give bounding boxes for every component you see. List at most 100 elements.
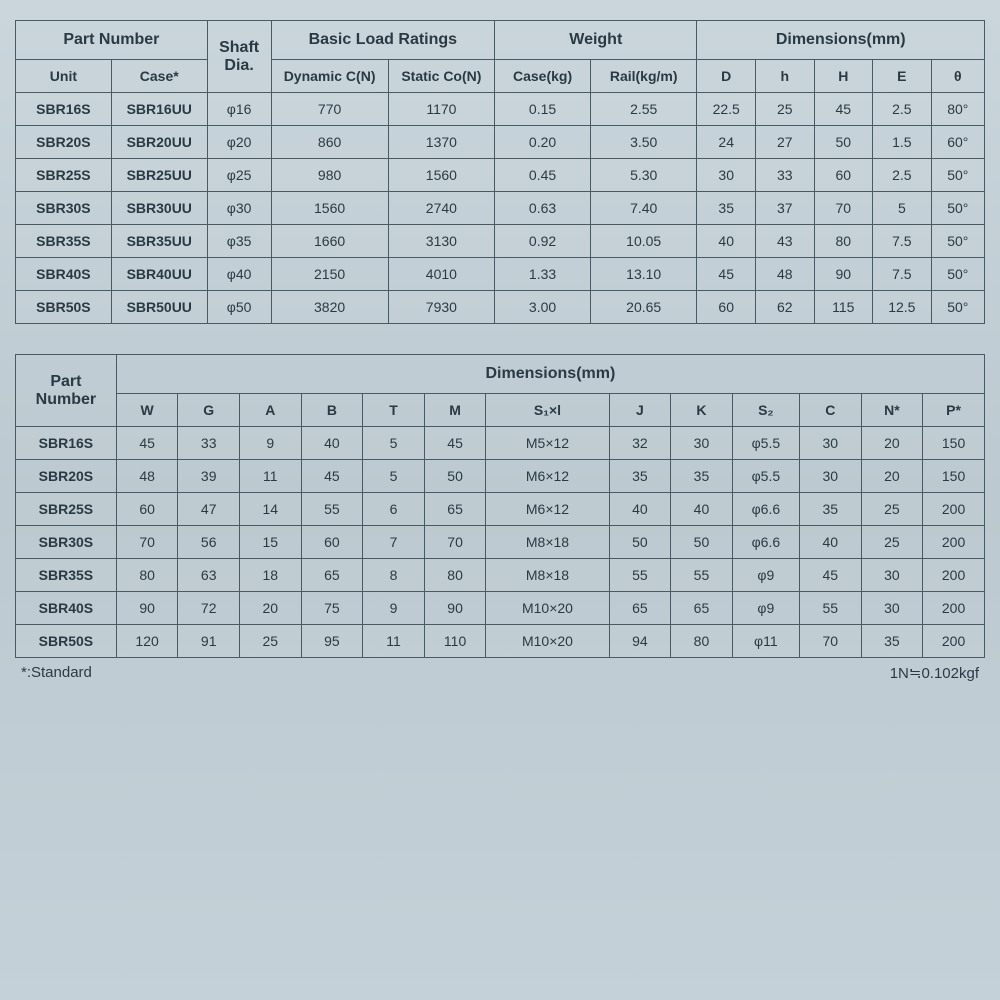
hdr-dimensions: Dimensions(mm) xyxy=(697,21,985,60)
cell: 0.15 xyxy=(495,93,591,126)
table-row: SBR25SSBR25UUφ2598015600.455.303033602.5… xyxy=(16,159,985,192)
cell: φ9 xyxy=(732,592,799,625)
hdr-part-number: Part Number xyxy=(16,21,208,60)
cell: 70 xyxy=(116,526,178,559)
cell: 35 xyxy=(671,460,733,493)
cell: 0.63 xyxy=(495,192,591,225)
col-T: T xyxy=(363,394,425,427)
footnote-right: 1N≒0.102kgf xyxy=(890,664,979,682)
cell: 7930 xyxy=(388,291,494,324)
col-h: h xyxy=(755,60,814,93)
table-row: SBR35SSBR35UUφ35166031300.9210.054043807… xyxy=(16,225,985,258)
cell: 20.65 xyxy=(590,291,696,324)
cell: SBR25UU xyxy=(111,159,207,192)
cell: 200 xyxy=(923,559,985,592)
cell: 15 xyxy=(240,526,302,559)
cell: 5.30 xyxy=(590,159,696,192)
col-G: G xyxy=(178,394,240,427)
cell: 6 xyxy=(363,493,425,526)
cell: 32 xyxy=(609,427,671,460)
cell: 80 xyxy=(671,625,733,658)
cell: 1560 xyxy=(271,192,388,225)
cell: 70 xyxy=(814,192,873,225)
cell: 0.45 xyxy=(495,159,591,192)
cell: 43 xyxy=(755,225,814,258)
cell: 50 xyxy=(609,526,671,559)
table-row: SBR16SSBR16UUφ1677011700.152.5522.525452… xyxy=(16,93,985,126)
cell: SBR16S xyxy=(16,93,112,126)
cell: 37 xyxy=(755,192,814,225)
col-N: N* xyxy=(861,394,923,427)
cell: 980 xyxy=(271,159,388,192)
table-row: SBR25S60471455665M6×124040φ6.63525200 xyxy=(16,493,985,526)
col-P: P* xyxy=(923,394,985,427)
cell: 65 xyxy=(301,559,363,592)
cell: 56 xyxy=(178,526,240,559)
cell: 50° xyxy=(931,225,984,258)
cell: 95 xyxy=(301,625,363,658)
cell: 2.5 xyxy=(873,93,932,126)
cell: 50 xyxy=(814,126,873,159)
table-row: SBR50S12091259511110M10×209480φ117035200 xyxy=(16,625,985,658)
cell: 25 xyxy=(861,526,923,559)
cell: 48 xyxy=(755,258,814,291)
table-row: SBR20S48391145550M6×123535φ5.53020150 xyxy=(16,460,985,493)
cell: 4010 xyxy=(388,258,494,291)
cell: 150 xyxy=(923,427,985,460)
cell: 1370 xyxy=(388,126,494,159)
cell: 65 xyxy=(424,493,486,526)
cell: 72 xyxy=(178,592,240,625)
cell: 1170 xyxy=(388,93,494,126)
cell: 45 xyxy=(301,460,363,493)
cell: 200 xyxy=(923,625,985,658)
cell: 12.5 xyxy=(873,291,932,324)
cell: 2.55 xyxy=(590,93,696,126)
cell: 47 xyxy=(178,493,240,526)
cell: 30 xyxy=(861,559,923,592)
cell: φ40 xyxy=(207,258,271,291)
cell: 39 xyxy=(178,460,240,493)
cell: 2740 xyxy=(388,192,494,225)
cell: φ9 xyxy=(732,559,799,592)
hdr-part-number-2: Part Number xyxy=(16,355,117,427)
cell: 2150 xyxy=(271,258,388,291)
cell: 30 xyxy=(799,460,861,493)
hdr-shaft-dia: Shaft Dia. xyxy=(207,21,271,93)
cell: 45 xyxy=(116,427,178,460)
col-J: J xyxy=(609,394,671,427)
cell: 50 xyxy=(424,460,486,493)
cell: 50° xyxy=(931,291,984,324)
cell: 20 xyxy=(861,427,923,460)
cell: M10×20 xyxy=(486,592,609,625)
cell: 770 xyxy=(271,93,388,126)
table-row: SBR30S70561560770M8×185050φ6.64025200 xyxy=(16,526,985,559)
cell: φ5.5 xyxy=(732,427,799,460)
cell: 11 xyxy=(363,625,425,658)
cell: 45 xyxy=(697,258,756,291)
cell: 5 xyxy=(363,460,425,493)
cell: 60 xyxy=(814,159,873,192)
cell: 1560 xyxy=(388,159,494,192)
col-rail-kgm: Rail(kg/m) xyxy=(590,60,696,93)
cell: SBR50UU xyxy=(111,291,207,324)
cell: 63 xyxy=(178,559,240,592)
table-row: SBR40SSBR40UUφ40215040101.3313.104548907… xyxy=(16,258,985,291)
col-D: D xyxy=(697,60,756,93)
cell: 27 xyxy=(755,126,814,159)
cell: M8×18 xyxy=(486,559,609,592)
cell: 0.92 xyxy=(495,225,591,258)
cell: 48 xyxy=(116,460,178,493)
cell: 40 xyxy=(671,493,733,526)
cell: 7.40 xyxy=(590,192,696,225)
cell: 25 xyxy=(240,625,302,658)
cell: 35 xyxy=(609,460,671,493)
cell: 80 xyxy=(116,559,178,592)
cell: 60 xyxy=(697,291,756,324)
cell: 11 xyxy=(240,460,302,493)
col-B: B xyxy=(301,394,363,427)
cell: 90 xyxy=(424,592,486,625)
footnote-left: *:Standard xyxy=(21,664,92,682)
cell: 35 xyxy=(861,625,923,658)
cell: M6×12 xyxy=(486,460,609,493)
cell: 45 xyxy=(424,427,486,460)
